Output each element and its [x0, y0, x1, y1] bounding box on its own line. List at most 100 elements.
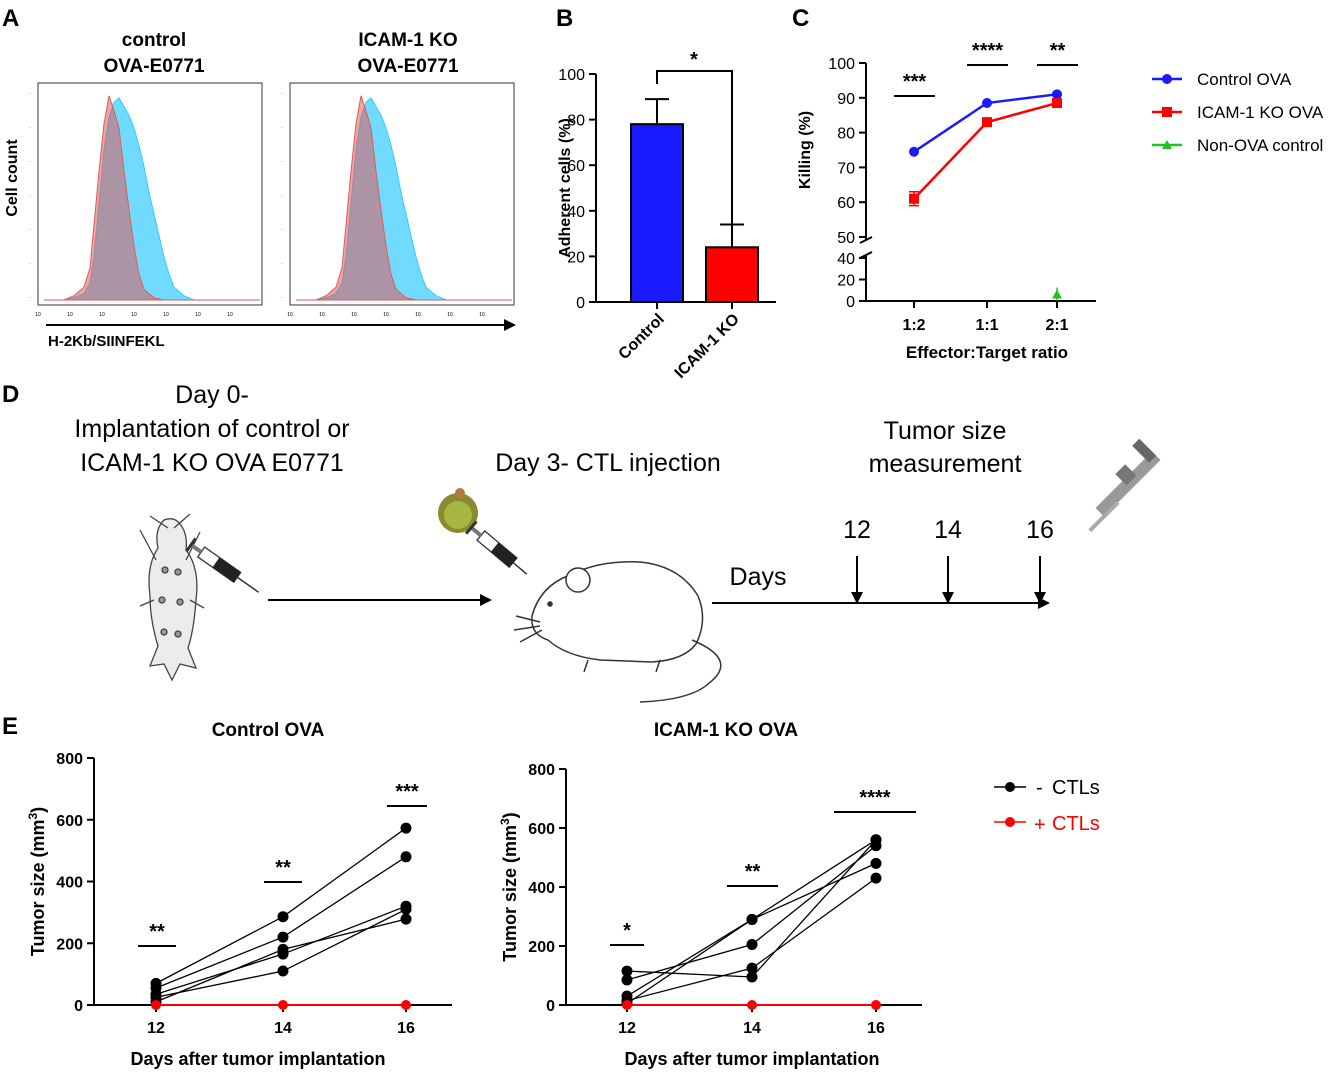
legend-marker [1162, 107, 1172, 117]
line-y-tick-label: 80 [837, 126, 855, 143]
bar-y-tick-label: 20 [567, 249, 585, 266]
panel-a: control OVA-E0771 ICAM-1 KO OVA-E0771 Ce… [4, 30, 516, 350]
line-y-tick-label: 40 [837, 251, 855, 268]
hist-y-tick: · [281, 227, 283, 233]
hist-x-tick: 10 [479, 312, 485, 318]
hist-y-tick: · [281, 91, 283, 97]
bar-Control [630, 123, 684, 303]
legend-plus-ctl: + CTLs [994, 813, 1100, 836]
scatter-point-plus-ctl [622, 1000, 632, 1010]
hist-x-tick: 10 [447, 312, 453, 318]
scatter-significance: ** [275, 857, 291, 879]
histogram-SIINFEKL [44, 97, 260, 301]
scatter-y-tick-label: 0 [546, 998, 555, 1015]
scatter-x-tick-label: 14 [274, 1020, 292, 1037]
tumor-measure-line1: Tumor size [884, 417, 1007, 445]
hist-y-tick: · [29, 159, 31, 165]
scatter-x-tick-label: 12 [618, 1020, 636, 1037]
panel-e-icam: ICAM-1 KO OVA Days after tumor implantat… [498, 720, 922, 1069]
panel-d-diagram: Day 0- Implantation of control or ICAM-1… [74, 381, 1161, 703]
hist-x-tick: 10 [227, 312, 233, 318]
scatter-point-plus-ctl [401, 1000, 411, 1010]
scatter-point-minus-ctl [400, 851, 412, 863]
scatter-significance: ** [149, 921, 165, 943]
e1-title: Control OVA [212, 720, 325, 741]
timeline-day-label: 14 [934, 516, 962, 544]
scatter-significance: *** [395, 781, 419, 803]
mouse-supine-illustration [139, 513, 205, 682]
hist-y-tick: · [29, 193, 31, 199]
line-y-tick-label: 60 [837, 195, 855, 212]
scatter-x-tick-label: 14 [743, 1020, 761, 1037]
panel-label-d: D [2, 381, 19, 408]
legend-label: Control OVA [1197, 70, 1292, 89]
scatter-point-minus-ctl [400, 822, 412, 834]
hist-y-tick: · [281, 295, 283, 301]
scatter-point-plus-ctl [871, 1000, 881, 1010]
scatter-point-minus-ctl [746, 962, 758, 974]
scatter-point-plus-ctl [747, 1000, 757, 1010]
line-y-tick-label: 50 [837, 230, 855, 247]
line-xlabel: Effector:Target ratio [906, 343, 1068, 362]
syringe-icon-1 [185, 537, 260, 593]
scatter-ylabel: Tumor size (mm3) [26, 807, 48, 956]
hist-x-tick: 10 [287, 312, 293, 318]
scatter-series-minus-ctl [155, 827, 407, 984]
scatter-y-tick-label: 0 [74, 998, 83, 1015]
scatter-y-tick-label: 400 [528, 880, 555, 897]
scatter-point-minus-ctl [870, 834, 882, 846]
scatter-y-tick-label: 200 [528, 939, 555, 956]
scatter-point-minus-ctl [746, 971, 758, 983]
histogram-control [296, 95, 512, 301]
legend-plus-label: CTLs [1052, 813, 1100, 835]
hist-x-tick: 10 [383, 312, 389, 318]
bar-x-tick-label: Control [616, 311, 668, 363]
line-x-tick-label: 2:1 [1045, 317, 1068, 334]
hist-y-tick: · [281, 159, 283, 165]
legend-marker [1162, 140, 1172, 149]
hist-x-tick: 10 [319, 312, 325, 318]
hist-x-tick: 10 [415, 312, 421, 318]
hist-x-tick: 10 [99, 312, 105, 318]
scatter-point-minus-ctl [870, 857, 882, 869]
hist-title-1-line2: OVA-E0771 [103, 56, 204, 77]
legend-marker [1162, 74, 1172, 84]
panel-e-control: Control OVA Days after tumor implantatio… [26, 720, 452, 1069]
scatter-point-minus-ctl [277, 911, 289, 923]
scatter-point-minus-ctl [400, 913, 412, 925]
scatter-point-minus-ctl [746, 939, 758, 951]
panel-c: Killing (%) Effector:Target ratio 50 60 70… [797, 40, 1324, 362]
timeline-day-label: 16 [1026, 516, 1054, 544]
hist-y-tick: · [281, 193, 283, 199]
line-significance: ** [1050, 40, 1066, 62]
e1-xlabel: Days after tumor implantation [130, 1049, 385, 1069]
scatter-y-tick-label: 800 [56, 751, 83, 768]
histogram-control [44, 95, 260, 301]
histogram-SIINFEKL [296, 97, 512, 301]
day3-label: Day 3- CTL injection [495, 449, 721, 477]
scatter-x-tick-label: 16 [397, 1020, 415, 1037]
line-significance: **** [972, 40, 1003, 62]
bar-x-tick-label: ICAM-1 KO [672, 311, 743, 382]
scatter-y-tick-label: 400 [56, 875, 83, 892]
hist-title-2-line1: ICAM-1 KO [358, 30, 457, 51]
scatter-significance: ** [745, 861, 761, 883]
line-point [909, 193, 919, 204]
panel-label-a: A [2, 5, 19, 32]
hist-frame-1 [37, 82, 263, 306]
scatter-point-minus-ctl [400, 903, 412, 915]
scatter-point-plus-ctl [151, 1000, 161, 1010]
ctl-cell-icon [438, 488, 478, 533]
mouse-illustration [513, 561, 722, 703]
day0-line1: Day 0- [175, 381, 249, 409]
line-point [982, 98, 992, 109]
line-point [1052, 289, 1062, 299]
hist-xlabel: H-2Kb/SIINFEKL [48, 333, 165, 350]
e2-xlabel: Days after tumor implantation [624, 1049, 879, 1069]
hist-y-tick: · [29, 295, 31, 301]
hist-y-tick: · [29, 261, 31, 267]
timeline: 12 14 16 [843, 516, 1054, 604]
panel-label-e: E [2, 713, 18, 740]
legend-label: ICAM-1 KO OVA [1197, 103, 1324, 122]
bar-y-tick-label: 0 [576, 295, 585, 312]
